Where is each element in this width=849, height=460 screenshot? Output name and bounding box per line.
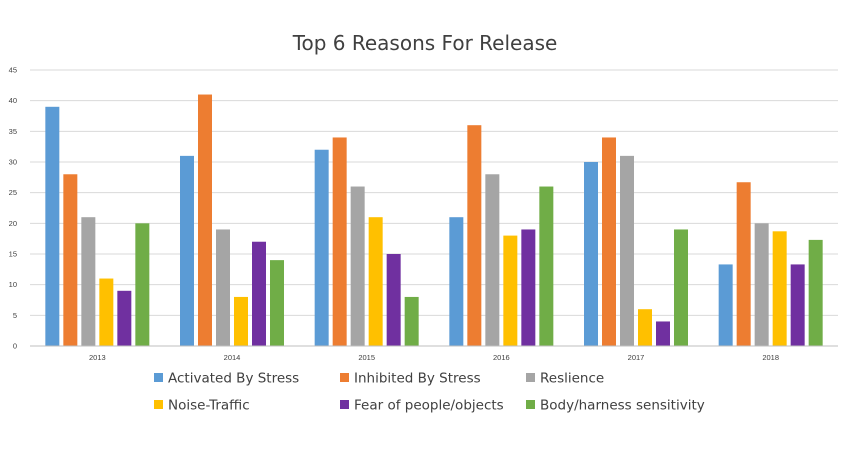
bar-2015-body-harness-sensitivity: [404, 296, 419, 346]
legend-label: Fear of people/objects: [354, 398, 504, 414]
bar-2013-reslience: [81, 217, 96, 346]
chart-title: Top 6 Reasons For Release: [292, 31, 558, 55]
y-tick-label: 30: [9, 158, 17, 167]
gridlines: [30, 69, 838, 316]
legend-swatch: [154, 400, 163, 409]
y-tick-label: 10: [9, 280, 17, 289]
legend-swatch: [526, 400, 535, 409]
bar-2017-activated-by-stress: [584, 162, 598, 346]
y-tick-label: 35: [9, 127, 17, 136]
bar-2017-reslience: [620, 155, 634, 346]
bar-2017-inhibited-by-stress: [602, 137, 616, 346]
y-axis-ticks: 0 5 10 15 20 25 30 35 40 45: [9, 66, 17, 351]
bar-2018-fear-of-people-objects: [790, 264, 805, 346]
legend-swatch: [154, 373, 163, 382]
bar-2018-reslience: [754, 223, 769, 346]
x-tick-label: 2015: [358, 353, 375, 362]
bar-2014-noise-traffic: [234, 296, 248, 346]
bar-2016-noise-traffic: [503, 235, 518, 346]
bar-2015-reslience: [350, 186, 365, 346]
bar-2015-fear-of-people-objects: [386, 254, 401, 346]
bar-2016-activated-by-stress: [449, 217, 464, 346]
x-tick-label: 2018: [762, 353, 779, 362]
legend-swatch: [526, 373, 535, 382]
y-tick-label: 25: [9, 188, 17, 197]
legend-label: Noise-Traffic: [168, 398, 250, 414]
legend-label: Inhibited By Stress: [354, 371, 481, 387]
x-tick-label: 2017: [628, 353, 645, 362]
legend-label: Body/harness sensitivity: [540, 398, 705, 414]
bar-2013-body-harness-sensitivity: [135, 223, 150, 346]
legend-swatch: [340, 373, 349, 382]
bar-2018-noise-traffic: [772, 231, 787, 346]
bar-2016-inhibited-by-stress: [467, 125, 482, 346]
bar-2016-body-harness-sensitivity: [539, 186, 554, 346]
bar-2014-inhibited-by-stress: [198, 94, 212, 347]
bar-2013-activated-by-stress: [45, 106, 60, 346]
y-tick-label: 0: [13, 342, 17, 351]
legend: Activated By Stress Inhibited By Stress Re…: [154, 371, 705, 414]
y-tick-label: 15: [9, 250, 17, 259]
x-tick-label: 2016: [493, 353, 510, 362]
bar-2016-fear-of-people-objects: [521, 229, 536, 346]
bar-2014-fear-of-people-objects: [252, 241, 266, 346]
x-axis-ticks: 2013 2014 2015 2016 2017 2018: [89, 353, 779, 362]
x-tick-label: 2013: [89, 353, 106, 362]
bar-2015-inhibited-by-stress: [332, 137, 347, 346]
bar-2017-fear-of-people-objects: [656, 321, 670, 346]
bar-2013-inhibited-by-stress: [63, 174, 78, 346]
y-tick-label: 20: [9, 219, 17, 228]
bar-2017-noise-traffic: [638, 309, 652, 346]
y-tick-label: 40: [9, 96, 17, 105]
bar-2018-body-harness-sensitivity: [808, 239, 823, 346]
y-tick-label: 45: [9, 66, 17, 75]
bar-2015-activated-by-stress: [314, 149, 329, 346]
bar-2014-body-harness-sensitivity: [270, 260, 284, 346]
x-tick-label: 2014: [224, 353, 241, 362]
bar-2016-reslience: [485, 174, 500, 346]
bars: [45, 94, 823, 347]
bar-2018-activated-by-stress: [718, 264, 733, 346]
bar-2017-body-harness-sensitivity: [674, 229, 688, 346]
bar-2014-activated-by-stress: [180, 155, 194, 346]
legend-label: Reslience: [540, 371, 604, 387]
bar-2014-reslience: [216, 229, 230, 346]
bar-2015-noise-traffic: [368, 217, 383, 346]
bar-2013-noise-traffic: [99, 278, 114, 346]
legend-label: Activated By Stress: [168, 371, 299, 387]
bar-2018-inhibited-by-stress: [736, 182, 751, 346]
bar-2013-fear-of-people-objects: [117, 290, 132, 346]
legend-swatch: [340, 400, 349, 409]
y-tick-label: 5: [13, 311, 17, 320]
